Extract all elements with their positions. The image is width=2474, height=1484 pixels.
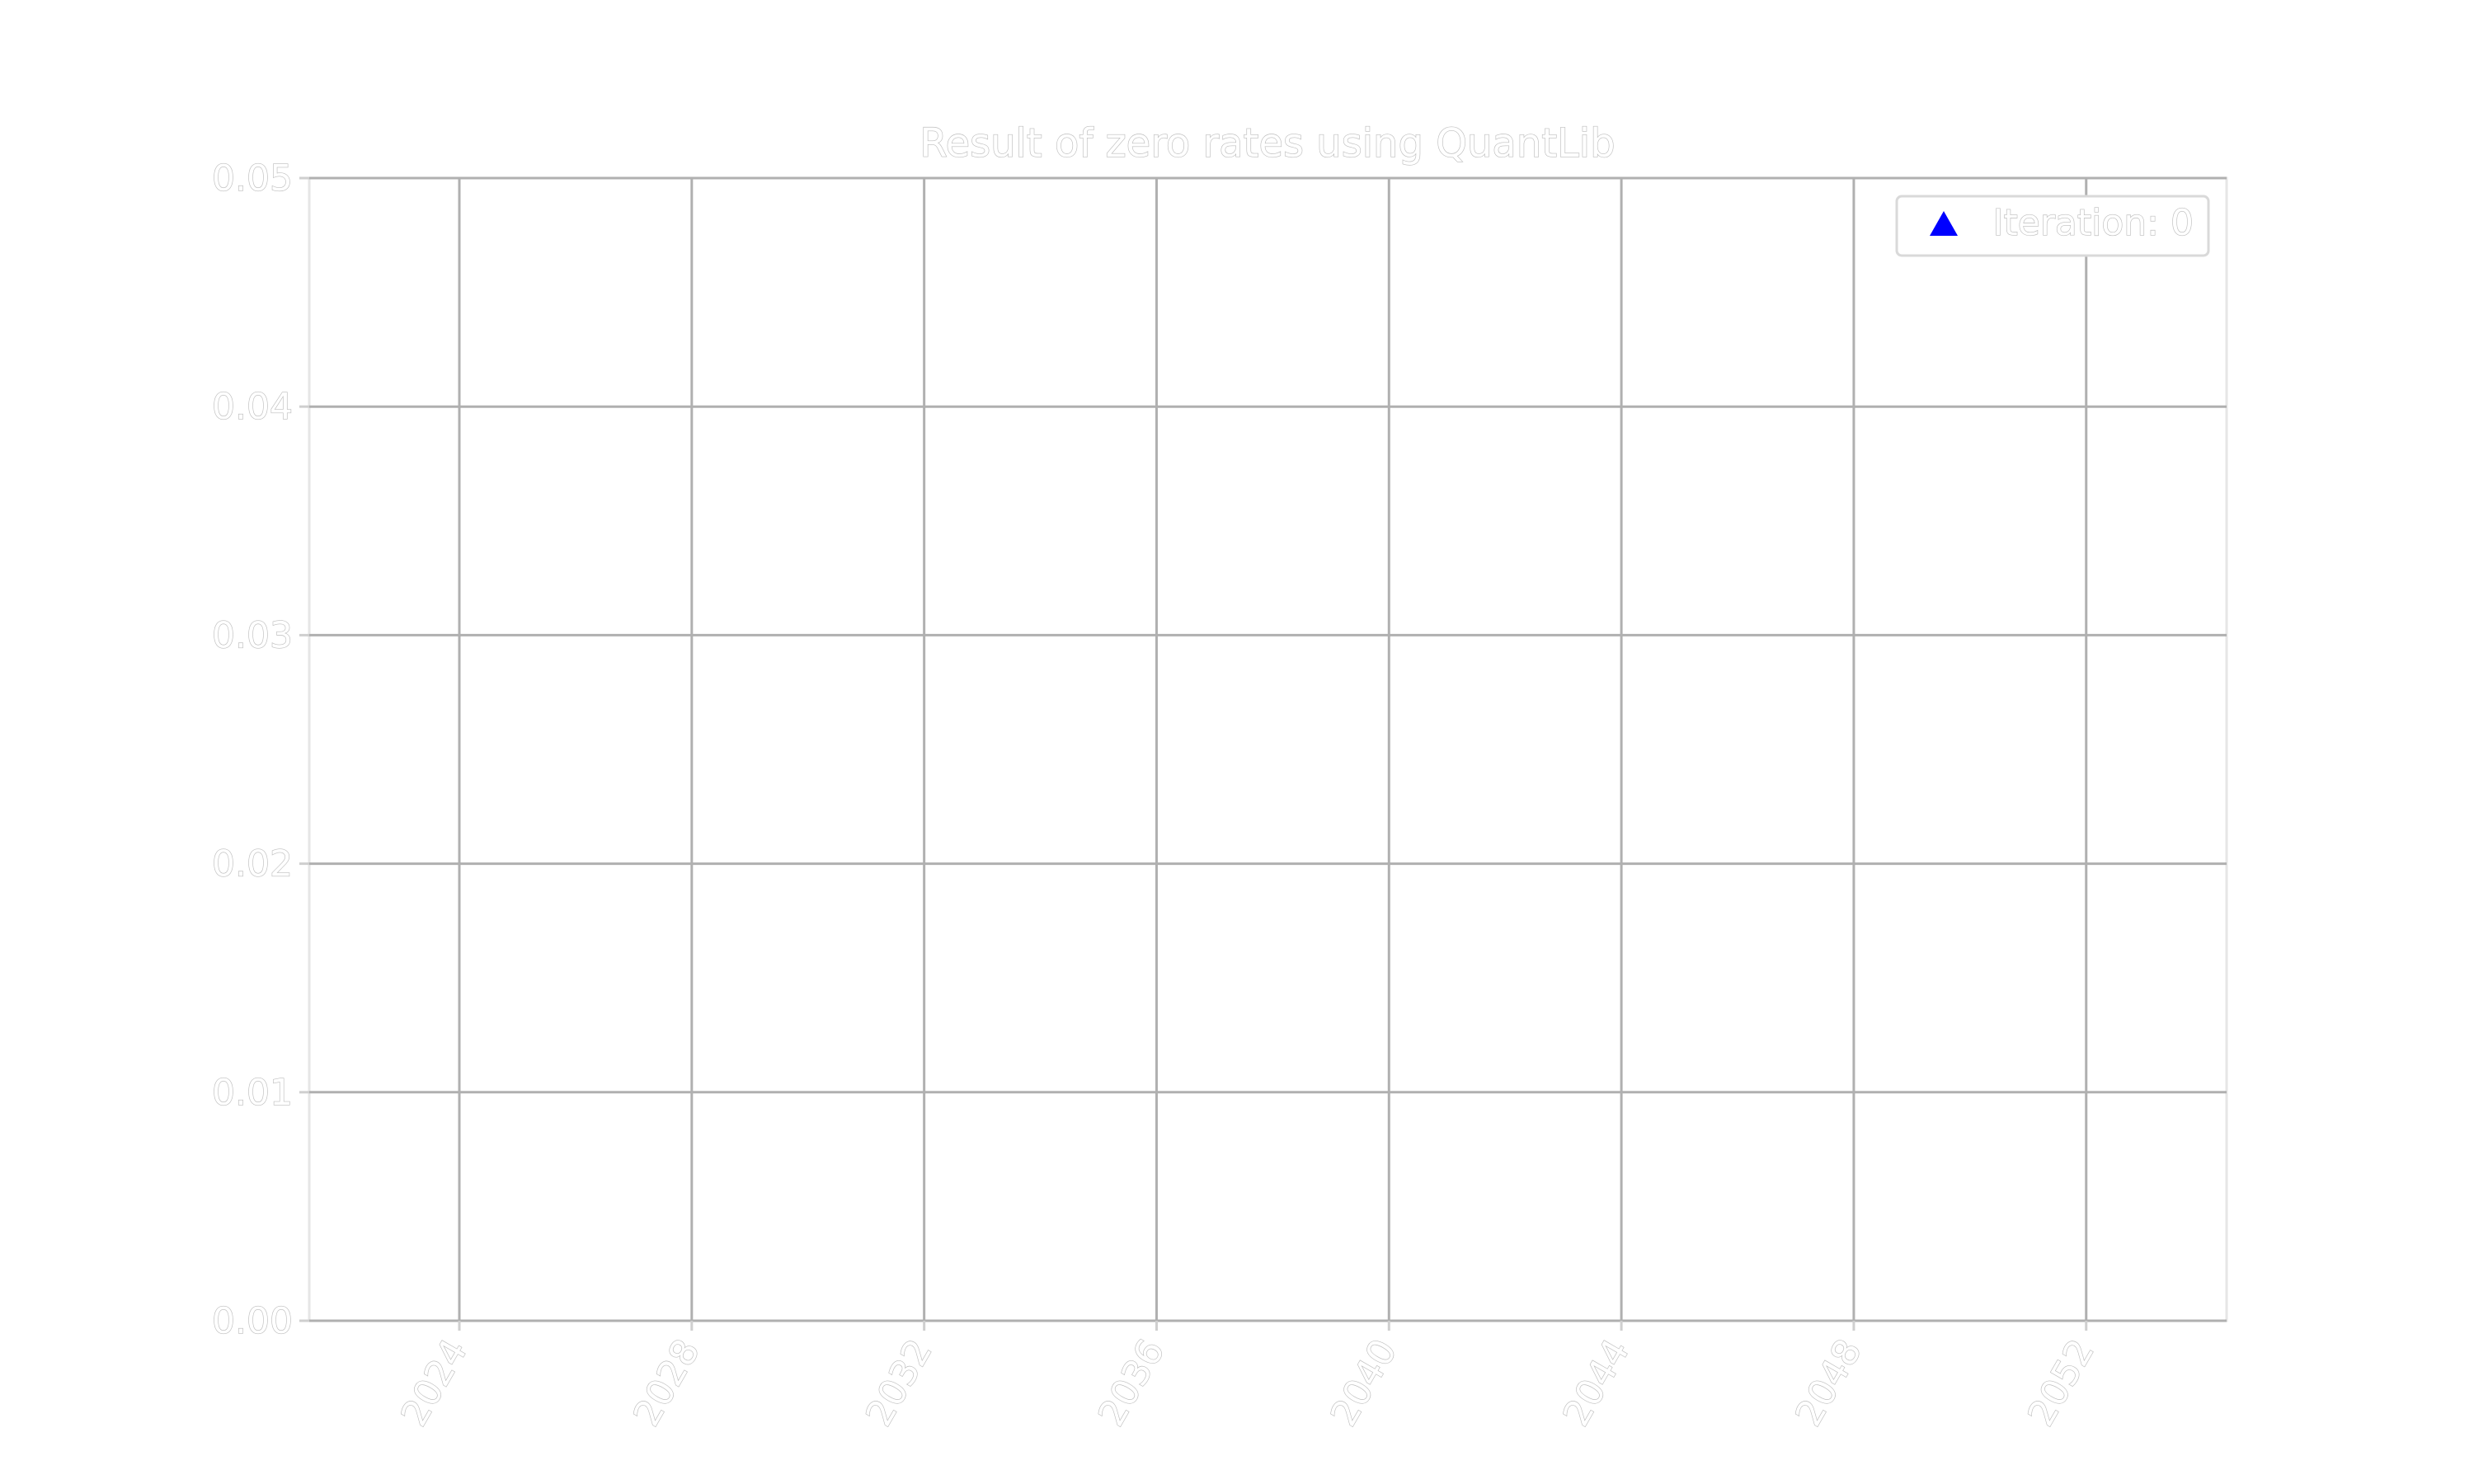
x-tick-label: 2036 [1090,1332,1173,1433]
legend: Iteration: 0 [1895,195,2210,257]
y-tick-label: 0.02 [212,843,293,885]
y-tick-label: 0.05 [212,157,293,200]
plot-area [308,176,2228,1322]
y-tick-label: 0.01 [212,1072,293,1114]
y-tick-label: 0.04 [212,386,293,428]
x-tick-label: 2032 [858,1332,940,1433]
x-tick-label: 2048 [1788,1332,1870,1433]
legend-marker-triangle-icon [1930,211,1958,236]
x-tick-label: 2024 [393,1332,476,1433]
x-tick-label: 2028 [626,1332,708,1433]
x-tick-label: 2052 [2020,1332,2102,1433]
y-tick-label: 0.03 [212,614,293,656]
legend-label: Iteration: 0 [1993,202,2194,244]
x-tick-label: 2044 [1555,1332,1638,1433]
grid [309,176,2227,1322]
y-tick-label: 0.00 [212,1300,293,1342]
x-tick-label: 2040 [1323,1332,1405,1433]
legend-box [1895,195,2210,257]
chart-title: Result of zero rates using QuantLib [920,120,1615,167]
